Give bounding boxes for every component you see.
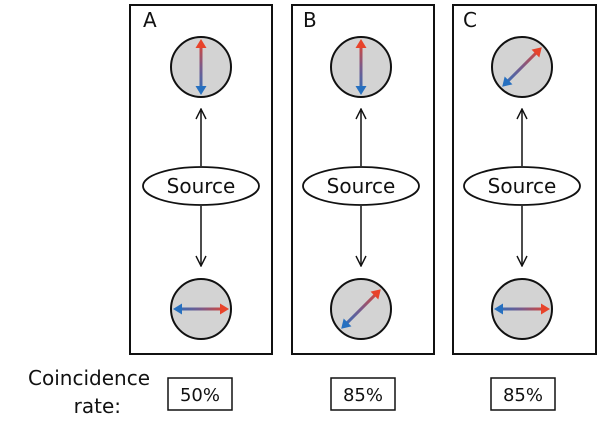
source-label: Source [167, 174, 236, 198]
polarization-arrow [173, 303, 229, 315]
source-ellipse [302, 166, 420, 206]
red-arrowhead [541, 303, 550, 315]
detector-bottom [170, 278, 232, 340]
panel-label: B [303, 8, 317, 32]
coincidence-rate-box [490, 377, 556, 411]
source-label: Source [327, 174, 396, 198]
polarization-arrow [355, 39, 367, 95]
polarization-axis [506, 51, 538, 83]
red-arrowhead [370, 289, 381, 300]
source-ellipse [463, 166, 581, 206]
source-ellipse [142, 166, 260, 206]
red-arrowhead [220, 303, 229, 315]
detector-top [330, 36, 392, 98]
panel-label: C [463, 8, 477, 32]
blue-arrowhead [494, 303, 503, 315]
coincidence-rate-value: 50% [180, 385, 220, 406]
panel-c: C Source 85% [452, 4, 597, 411]
coincidence-rate-label-line1: Coincidence [28, 366, 150, 390]
red-arrowhead [531, 47, 542, 58]
coincidence-rate-value: 85% [343, 385, 383, 406]
source-label: Source [488, 174, 557, 198]
blue-arrowhead [341, 318, 352, 329]
detector-top [170, 36, 232, 98]
panel-frame [291, 4, 435, 355]
detector-bottom [491, 278, 553, 340]
panel-frame [452, 4, 597, 355]
coincidence-rate-label-line2: rate: [74, 394, 121, 418]
panel-a: A Source 50% [129, 4, 273, 411]
polarization-arrow [502, 47, 542, 87]
coincidence-rate-value: 85% [503, 385, 543, 406]
panel-b: B Source 85% [291, 4, 435, 411]
coincidence-rate-box [330, 377, 396, 411]
polarization-arrow [195, 39, 207, 95]
polarization-arrow [494, 303, 550, 315]
blue-arrowhead [195, 86, 207, 95]
coincidence-rate-box [167, 377, 233, 411]
detector-bottom [330, 278, 392, 340]
panel-label: A [143, 8, 157, 32]
panel-frame [129, 4, 273, 355]
polarization-arrow [341, 289, 381, 329]
red-arrowhead [355, 39, 367, 48]
blue-arrowhead [173, 303, 182, 315]
red-arrowhead [195, 39, 207, 48]
polarization-axis [345, 293, 377, 325]
blue-arrowhead [502, 76, 513, 87]
blue-arrowhead [355, 86, 367, 95]
detector-top [491, 36, 553, 98]
